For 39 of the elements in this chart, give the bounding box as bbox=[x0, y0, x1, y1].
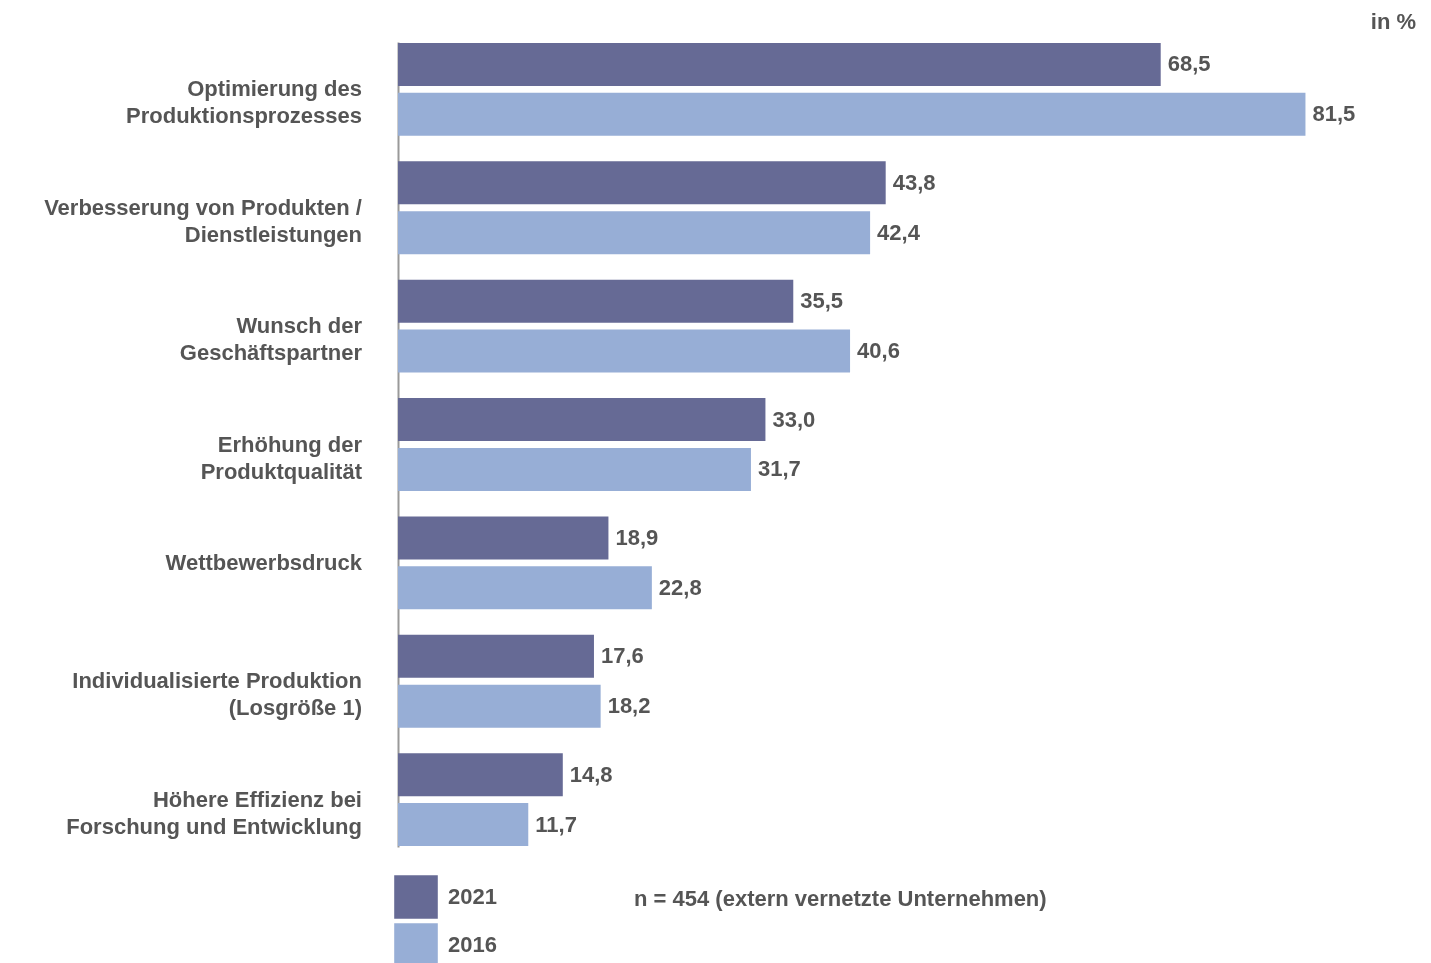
data-label: 22,8 bbox=[658, 574, 702, 600]
data-label: 42,4 bbox=[877, 219, 921, 245]
bar bbox=[398, 753, 563, 797]
bar bbox=[398, 211, 871, 255]
data-label: 33,0 bbox=[772, 406, 816, 432]
data-label: 18,2 bbox=[607, 693, 651, 719]
y-tick-label: Wettbewerbsdruck bbox=[165, 549, 363, 575]
data-label: 68,5 bbox=[1167, 51, 1211, 77]
y-tick-label: Individualisierte Produktion (Losgröße 1) bbox=[72, 668, 362, 721]
y-tick-label: Höhere Effizienz bei Forschung und Entwicklung bbox=[66, 786, 362, 839]
data-label: 31,7 bbox=[757, 456, 801, 482]
legend-label: 2021 bbox=[448, 884, 497, 909]
y-tick-label: Erhöhung der Produktqualität bbox=[200, 431, 363, 484]
bar bbox=[398, 279, 794, 323]
data-label: 40,6 bbox=[857, 338, 900, 364]
data-label: 35,5 bbox=[800, 288, 844, 314]
data-label: 11,7 bbox=[535, 811, 577, 837]
bar bbox=[398, 398, 766, 442]
bar bbox=[398, 329, 851, 373]
y-tick-label: Wunsch der Geschäftspartner bbox=[179, 313, 363, 366]
bar bbox=[398, 566, 652, 610]
bar bbox=[398, 447, 751, 491]
text: in % bbox=[1370, 9, 1416, 34]
y-tick-label: Optimierung des Produktionsprozesses bbox=[126, 76, 362, 129]
legend-label: 2016 bbox=[448, 932, 497, 957]
data-label: 43,8 bbox=[892, 169, 936, 195]
bar bbox=[398, 684, 601, 728]
bar bbox=[398, 634, 594, 678]
bar bbox=[398, 161, 886, 205]
y-tick-label: Verbesserung von Produkten / Dienstleistungen bbox=[44, 194, 362, 247]
data-label: 14,8 bbox=[569, 761, 613, 787]
data-label: 18,9 bbox=[615, 524, 659, 550]
data-label: 17,6 bbox=[600, 643, 644, 669]
bar bbox=[398, 42, 1161, 86]
bar bbox=[398, 92, 1306, 136]
text: n = 454 (extern vernetzte Unternehmen) bbox=[634, 886, 1047, 911]
bar bbox=[398, 516, 609, 560]
bar bbox=[398, 803, 529, 847]
data-label: 81,5 bbox=[1312, 101, 1356, 127]
